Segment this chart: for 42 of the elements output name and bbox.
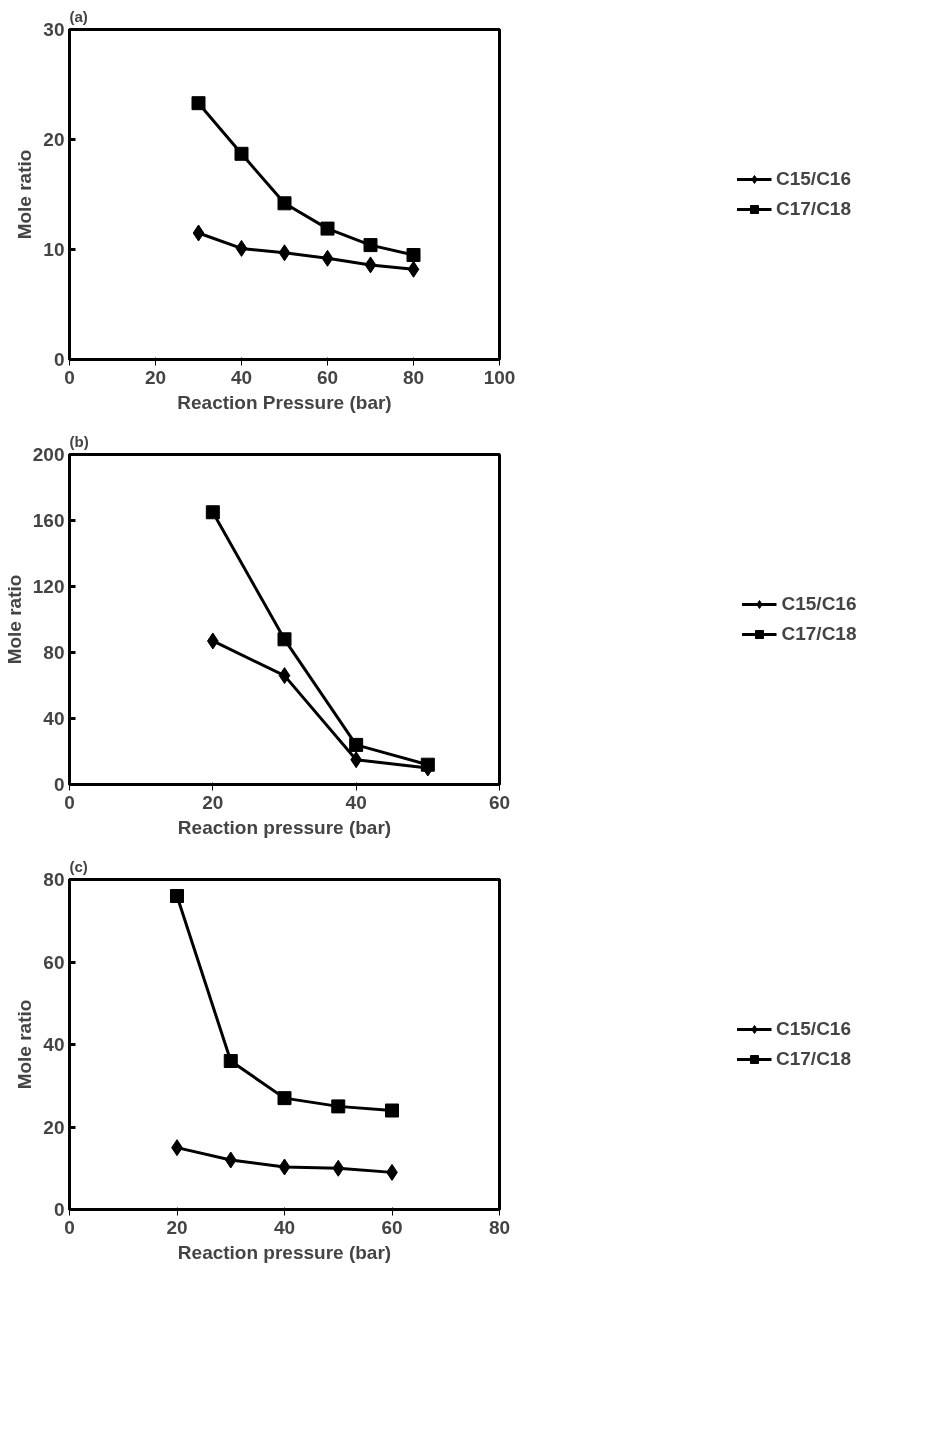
x-tick-label: 40: [230, 366, 253, 388]
x-tick-label: 100: [483, 366, 516, 388]
y-tick-label: 20: [43, 129, 65, 150]
legend-label: C15/C16: [776, 168, 851, 190]
y-tick-label: 10: [43, 239, 65, 260]
chart-title: (b): [69, 432, 89, 450]
x-tick-label: 20: [144, 366, 167, 388]
y-tick-label: 120: [32, 576, 65, 597]
x-tick-label: 40: [273, 1216, 296, 1238]
y-tick-label: 0: [53, 349, 65, 370]
chart-title: (c): [69, 857, 88, 875]
y-tick-label: 80: [43, 642, 65, 663]
y-tick-label: 200: [32, 444, 65, 465]
legend-label: C15/C16: [776, 1018, 851, 1040]
y-tick-label: 60: [43, 951, 65, 973]
x-tick-label: 60: [381, 1216, 403, 1238]
legend-label: C15/C16: [781, 593, 857, 615]
x-tick-label: 80: [488, 1216, 511, 1238]
y-axis-title: Mole ratio: [3, 574, 25, 665]
y-tick-label: 40: [43, 708, 65, 729]
y-axis-title: Mole ratio: [14, 999, 36, 1090]
x-axis-title: Reaction pressure (bar): [177, 1241, 392, 1263]
x-tick-label: 60: [316, 366, 339, 388]
x-tick-label: 40: [345, 791, 367, 813]
legend-label: C17/C18: [781, 623, 857, 645]
x-tick-label: 80: [402, 366, 425, 388]
y-axis-title: Mole ratio: [14, 149, 36, 240]
y-tick-label: 80: [43, 869, 65, 890]
y-tick-label: 160: [32, 510, 65, 531]
legend-label: C17/C18: [776, 1048, 851, 1070]
x-tick-label: 60: [488, 791, 511, 813]
y-tick-label: 0: [53, 774, 65, 795]
legend-label: C17/C18: [776, 198, 851, 220]
x-tick-label: 20: [202, 791, 224, 813]
y-tick-label: 40: [43, 1034, 65, 1055]
y-tick-label: 30: [43, 19, 65, 40]
x-axis-title: Reaction Pressure (bar): [177, 391, 392, 413]
y-tick-label: 0: [53, 1199, 65, 1220]
x-axis-title: Reaction pressure (bar): [177, 816, 392, 838]
y-tick-label: 20: [43, 1116, 65, 1138]
chart-title: (a): [69, 7, 88, 25]
x-tick-label: 20: [166, 1216, 188, 1238]
